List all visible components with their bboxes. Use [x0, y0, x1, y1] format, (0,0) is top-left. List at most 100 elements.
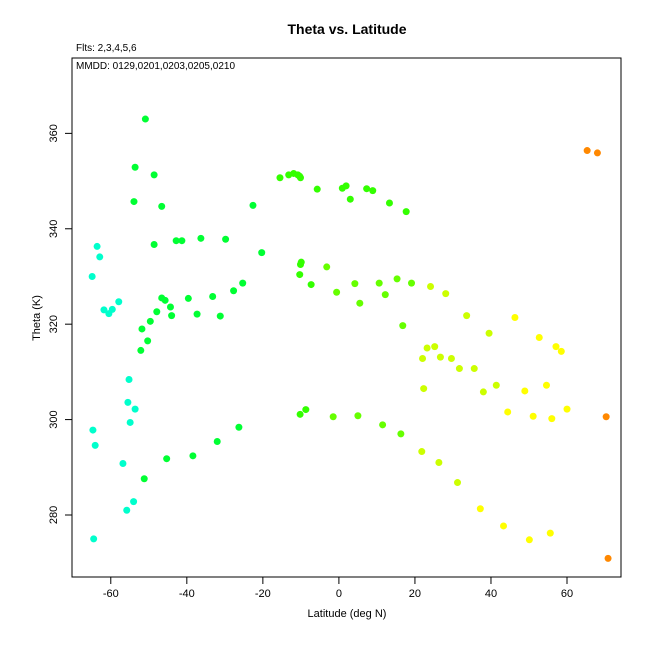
data-point [419, 355, 427, 363]
data-point [397, 430, 405, 438]
y-tick-label: 280 [48, 506, 60, 524]
x-tick-label: -20 [255, 588, 271, 600]
data-point [593, 149, 601, 157]
data-point [296, 172, 304, 180]
data-point [363, 185, 371, 193]
data-point [131, 405, 139, 413]
dates-annotation: MMDD: 0129,0201,0203,0205,0210 [76, 61, 235, 72]
data-point [542, 381, 550, 389]
data-point [402, 208, 410, 216]
data-point [500, 522, 508, 530]
y-tick-label: 360 [48, 124, 60, 142]
data-point [323, 263, 331, 271]
data-point [239, 279, 247, 287]
data-point [435, 459, 443, 467]
data-point [161, 296, 169, 304]
data-point [463, 312, 471, 320]
data-point [91, 441, 99, 449]
x-tick-label: -60 [103, 588, 119, 600]
data-point [276, 174, 284, 182]
data-point [602, 413, 610, 421]
data-point [115, 298, 123, 306]
data-point [329, 413, 337, 421]
data-point [90, 535, 98, 543]
data-point [137, 346, 145, 354]
plot-frame [71, 57, 622, 578]
data-points [88, 115, 612, 562]
data-point [548, 415, 556, 423]
data-point [431, 343, 439, 351]
x-tick-label: 0 [336, 588, 342, 600]
data-point [436, 353, 444, 361]
data-point [408, 279, 416, 287]
data-point [379, 421, 387, 429]
data-point [356, 299, 364, 307]
data-point [168, 312, 176, 320]
data-point [563, 405, 571, 413]
data-point [166, 303, 174, 311]
data-point [420, 385, 428, 393]
data-point [119, 459, 127, 467]
data-point [125, 376, 133, 384]
data-point [504, 408, 512, 416]
data-point [418, 448, 426, 456]
data-point [313, 185, 321, 193]
data-point [454, 479, 462, 487]
data-point [138, 325, 146, 333]
data-point [100, 306, 108, 314]
data-point [442, 290, 450, 298]
data-point [172, 237, 180, 245]
data-point [130, 198, 138, 206]
data-point [470, 365, 478, 373]
data-point [258, 249, 266, 257]
y-tick-label: 320 [48, 315, 60, 333]
data-point [88, 272, 96, 280]
data-point [189, 452, 197, 460]
chart-title: Theta vs. Latitude [287, 21, 406, 37]
data-point [158, 202, 166, 210]
data-point [197, 234, 205, 242]
data-point [354, 412, 362, 420]
data-point [427, 282, 435, 290]
x-tick-label: -40 [179, 588, 195, 600]
data-point [93, 242, 101, 250]
data-point [123, 506, 131, 514]
data-point [302, 406, 310, 414]
data-point [213, 438, 221, 446]
data-point [141, 115, 149, 123]
data-point [455, 365, 463, 373]
data-point [447, 355, 455, 363]
data-point [351, 280, 359, 288]
flights-annotation: Flts: 2,3,4,5,6 [76, 43, 137, 54]
data-point [209, 293, 217, 301]
x-axis-label: Latitude (deg N) [308, 608, 387, 620]
y-tick-label: 340 [48, 220, 60, 238]
data-point [249, 201, 257, 209]
x-tick-label: 20 [409, 588, 421, 600]
data-point [150, 241, 158, 249]
data-point [535, 334, 543, 342]
data-point [399, 322, 407, 330]
data-point [108, 305, 116, 313]
data-point [184, 294, 192, 302]
data-point [130, 498, 138, 506]
data-point [297, 258, 305, 266]
data-point [342, 182, 350, 190]
data-point [529, 412, 537, 420]
data-point [178, 237, 186, 245]
data-point [296, 271, 304, 279]
data-point [131, 163, 139, 171]
data-point [296, 410, 304, 418]
data-point [124, 398, 132, 406]
data-point [230, 287, 238, 295]
y-axis-label: Theta (K) [31, 295, 43, 341]
data-point [235, 423, 243, 431]
data-point [153, 308, 161, 316]
data-point [393, 275, 401, 283]
y-tick-label: 300 [48, 410, 60, 428]
data-point [557, 347, 565, 355]
y-axis: 280 300 320 340 360 [48, 124, 72, 524]
data-point [546, 529, 554, 537]
x-axis: -60 -40 -20 0 20 40 60 [103, 577, 573, 600]
data-point [375, 279, 383, 287]
